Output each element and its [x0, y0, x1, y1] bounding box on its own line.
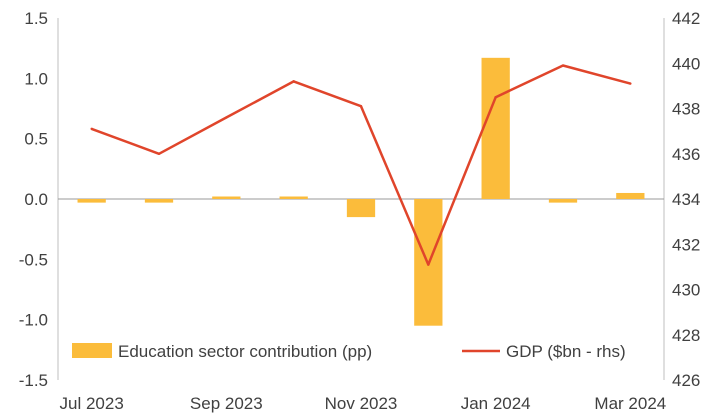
right-axis-tick-label: 428 — [672, 326, 700, 345]
left-axis-ticks: 1.5 1.0 0.5 0.0 -0.5 -1.0 -1.5 — [19, 9, 48, 390]
legend-bar-label: Education sector contribution (pp) — [118, 342, 372, 361]
gdp-point — [629, 82, 632, 85]
bar — [481, 57, 510, 199]
x-axis-ticks: Jul 2023 Sep 2023 Nov 2023 Jan 2024 Mar 2024 — [60, 394, 667, 413]
gdp-point — [561, 64, 565, 67]
x-axis-tick-label: Nov 2023 — [325, 394, 398, 413]
gdp-point — [292, 80, 295, 83]
x-axis-tick-label: Jan 2024 — [461, 394, 531, 413]
legend: Education sector contribution (pp) GDP (… — [72, 342, 626, 361]
left-axis-tick-label: 0.0 — [24, 190, 48, 209]
legend-bar-swatch — [72, 343, 112, 358]
gdp-point — [90, 127, 93, 131]
gdp-point — [359, 105, 363, 108]
right-axis-tick-label: 442 — [672, 9, 700, 28]
bar — [346, 199, 376, 218]
right-axis-tick-label: 436 — [672, 145, 700, 164]
right-axis-tick-label: 426 — [672, 371, 700, 390]
x-axis-tick-label: Mar 2024 — [594, 394, 666, 413]
right-axis-ticks: 442 440 438 436 434 432 430 428 426 — [672, 9, 700, 390]
left-axis-tick-label: -1.5 — [19, 371, 48, 390]
right-axis-tick-label: 430 — [672, 281, 700, 300]
gdp-line — [91, 64, 631, 266]
gdp-point — [427, 263, 430, 266]
right-axis-tick-label: 438 — [672, 100, 700, 119]
left-axis-tick-label: 0.5 — [24, 130, 48, 149]
x-axis-tick-label: Jul 2023 — [60, 394, 124, 413]
legend-line-label: GDP ($bn - rhs) — [506, 342, 626, 361]
bar — [212, 196, 241, 199]
line-series — [90, 64, 632, 266]
bar — [144, 199, 174, 203]
bar — [616, 192, 645, 199]
right-axis-tick-label: 434 — [672, 190, 700, 209]
bar — [548, 199, 578, 203]
left-axis-tick-label: -0.5 — [19, 250, 48, 269]
bar — [279, 196, 308, 199]
left-axis-tick-label: 1.5 — [24, 9, 48, 28]
right-axis-tick-label: 432 — [672, 235, 700, 254]
gdp-point — [494, 95, 497, 99]
bar-series — [77, 57, 645, 326]
gdp-point — [225, 116, 228, 119]
bar — [77, 199, 106, 203]
gdp-point — [157, 152, 161, 155]
left-axis-tick-label: -1.0 — [19, 311, 48, 330]
left-axis-tick-label: 1.0 — [24, 69, 48, 88]
x-axis-tick-label: Sep 2023 — [190, 394, 263, 413]
right-axis-tick-label: 440 — [672, 54, 700, 73]
